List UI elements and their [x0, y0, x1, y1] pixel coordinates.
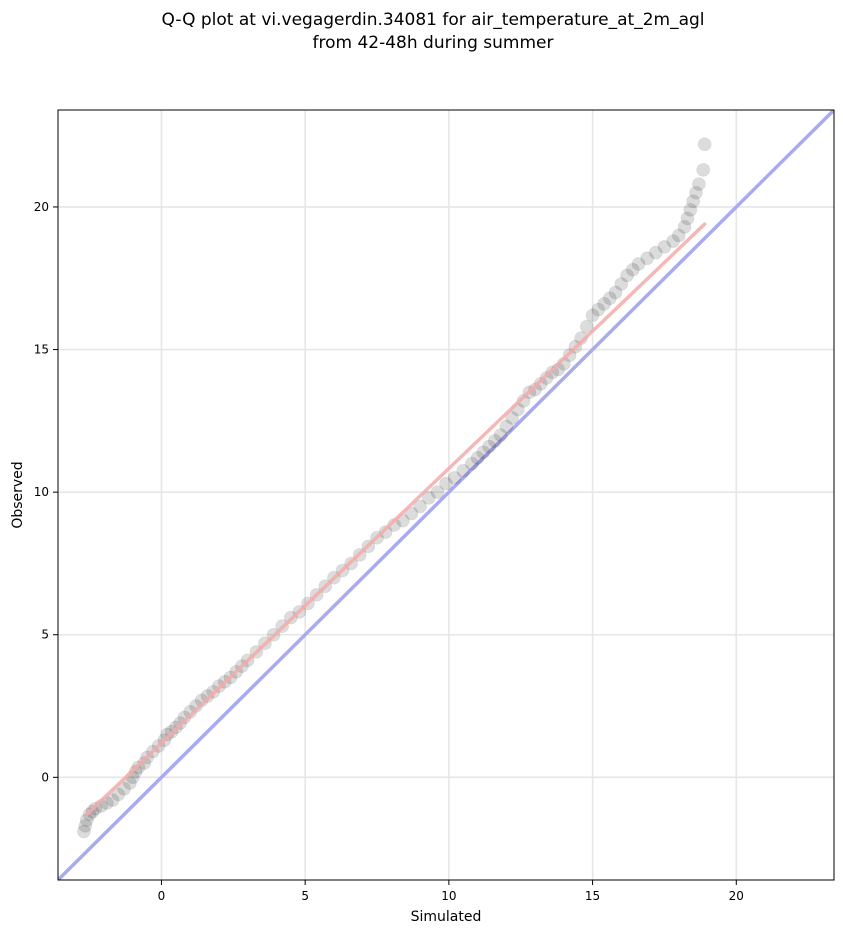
data-point: [447, 470, 462, 485]
data-point: [696, 162, 711, 177]
data-point: [487, 433, 502, 448]
data-point: [430, 485, 445, 500]
data-point: [177, 710, 192, 725]
data-point: [439, 476, 453, 491]
data-point: [421, 490, 436, 505]
chart-subtitle: from 42-48h during summer: [313, 33, 554, 53]
data-point: [137, 756, 152, 770]
data-point: [689, 185, 703, 200]
data-point: [680, 211, 695, 226]
data-point: [404, 506, 419, 521]
y-tick-label-1: 5: [41, 628, 49, 642]
x-axis-label: Simulated: [411, 909, 482, 925]
data-point: [493, 428, 508, 443]
data-point: [579, 319, 594, 334]
data-point: [614, 277, 629, 291]
data-point: [545, 365, 560, 380]
data-point: [105, 793, 120, 808]
data-point: [499, 419, 514, 434]
x-tick-label-0: 0: [158, 889, 166, 903]
data-point: [602, 291, 617, 306]
data-point: [413, 499, 428, 514]
y-tick-label-3: 15: [34, 343, 49, 357]
y-tick-label-2: 10: [34, 485, 49, 499]
data-point: [585, 308, 600, 323]
x-tick-label-3: 15: [585, 889, 600, 903]
data-point: [160, 727, 175, 742]
data-point: [482, 439, 497, 454]
data-point: [686, 194, 701, 209]
data-point: [122, 776, 137, 790]
y-axis-ticks: 0 5 10 15 20: [34, 200, 58, 784]
data-point: [671, 228, 686, 243]
data-point: [476, 445, 491, 460]
data-point: [378, 525, 393, 539]
data-point: [608, 285, 623, 300]
data-point: [683, 202, 698, 217]
x-axis-ticks: 0 5 10 15 20: [158, 880, 744, 903]
data-point: [539, 371, 554, 385]
data-point: [591, 302, 606, 317]
x-tick-label-1: 5: [301, 889, 309, 903]
data-point: [505, 411, 520, 425]
data-point: [117, 781, 132, 796]
data-point: [666, 234, 680, 249]
y-tick-label-4: 20: [34, 200, 49, 214]
x-tick-label-2: 10: [441, 889, 456, 903]
data-point: [677, 220, 692, 234]
data-point: [464, 456, 479, 471]
data-point: [456, 463, 471, 478]
data-point: [657, 239, 672, 254]
data-point: [631, 257, 646, 271]
y-axis-label: Observed: [10, 461, 26, 528]
data-point: [648, 245, 663, 260]
fit-line: [84, 222, 707, 817]
grid: [58, 110, 834, 880]
data-point: [528, 382, 542, 397]
data-point: [620, 268, 634, 283]
y-tick-label-0: 0: [41, 770, 49, 784]
data-point: [533, 376, 548, 391]
data-point: [625, 262, 640, 277]
data-point: [76, 824, 91, 839]
data-point: [470, 451, 485, 465]
plot-frame: [57, 109, 835, 881]
data-point: [697, 137, 712, 152]
data-point: [597, 297, 611, 311]
x-tick-label-4: 20: [729, 889, 744, 903]
data-point: [85, 804, 100, 819]
data-point: [640, 251, 655, 266]
data-point: [200, 689, 215, 703]
data-point: [111, 787, 126, 802]
reference-line: [58, 110, 834, 880]
data-point: [78, 818, 93, 833]
data-point: [82, 807, 97, 822]
chart-title: Q-Q plot at vi.vegagerdin.34081 for air_…: [161, 10, 704, 30]
data-point: [692, 177, 706, 192]
